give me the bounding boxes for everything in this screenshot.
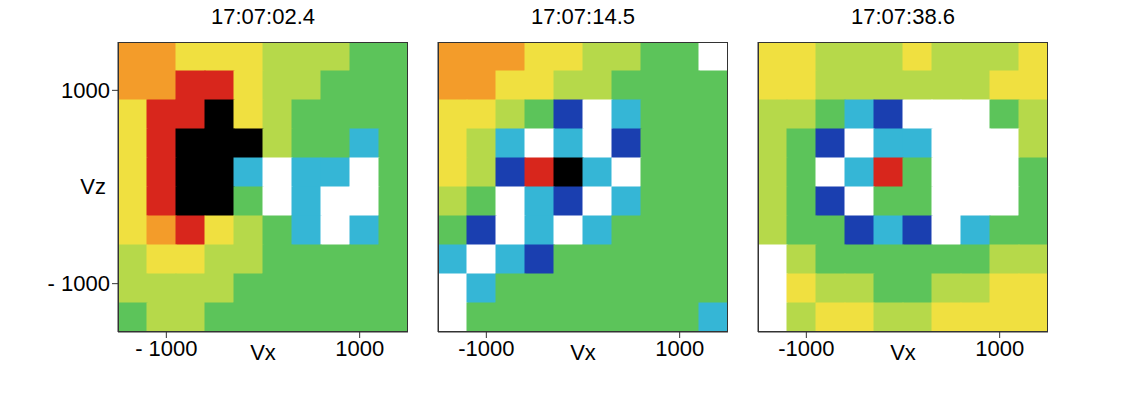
svg-text:1000: 1000 [655, 336, 704, 361]
html-text:Vx: Vx [890, 340, 916, 365]
html-text:17:07:14.5: 17:07:14.5 [531, 4, 635, 29]
svg-text:- 1000: - 1000 [48, 271, 110, 296]
svg-text:1000: 1000 [975, 336, 1024, 361]
html-text:17:07:02.4: 17:07:02.4 [211, 4, 315, 29]
svg-text:1000: 1000 [335, 336, 384, 361]
svg-text:-1000: -1000 [458, 336, 514, 361]
svg-text:- 1000: - 1000 [135, 336, 197, 361]
svg-text:1000: 1000 [61, 78, 110, 103]
html-text:17:07:38.6: 17:07:38.6 [851, 4, 955, 29]
html-text:Vx: Vx [250, 340, 276, 365]
svg-text:-1000: -1000 [778, 336, 834, 361]
html-text:Vx: Vx [570, 340, 596, 365]
html-text:Vz: Vz [80, 173, 106, 199]
